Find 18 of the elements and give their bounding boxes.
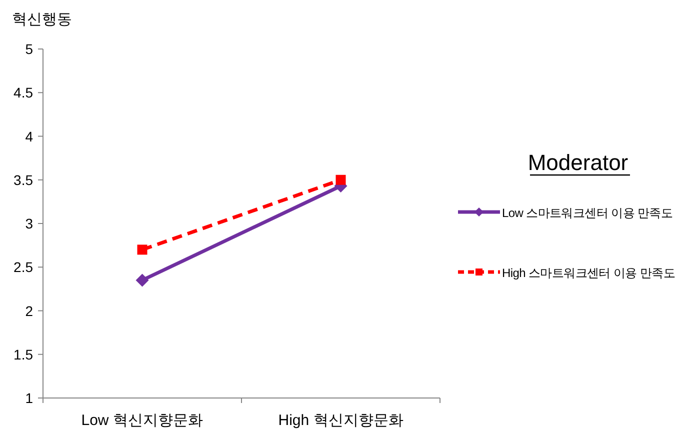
point [336, 174, 346, 185]
y-tick-label: 1.5 [14, 346, 34, 362]
y-tick-label: 2.5 [14, 259, 34, 276]
y-tick-label: 2 [25, 302, 34, 319]
y-axis-title: 혁신행동 [12, 11, 72, 28]
legend-title: Moderator [528, 150, 628, 175]
x-tick-label: High 혁신지향문화 [278, 412, 404, 430]
legend-label: High 스마트워크센터 이용 만족도 [502, 266, 676, 280]
point [137, 244, 148, 255]
y-tick-label: 4 [25, 128, 34, 144]
y-tick-label: 4.5 [14, 84, 34, 101]
x-tick-label: Low 혁신지향문화 [81, 412, 203, 430]
point [136, 274, 149, 287]
y-tick-label: 3.5 [14, 172, 34, 188]
legend-label: Low 스마트워크센터 이용 만족도 [502, 206, 673, 220]
y-tick-label: 5 [25, 41, 34, 57]
y-tick-label: 3 [25, 216, 34, 232]
y-tick-label: 1 [25, 390, 34, 406]
